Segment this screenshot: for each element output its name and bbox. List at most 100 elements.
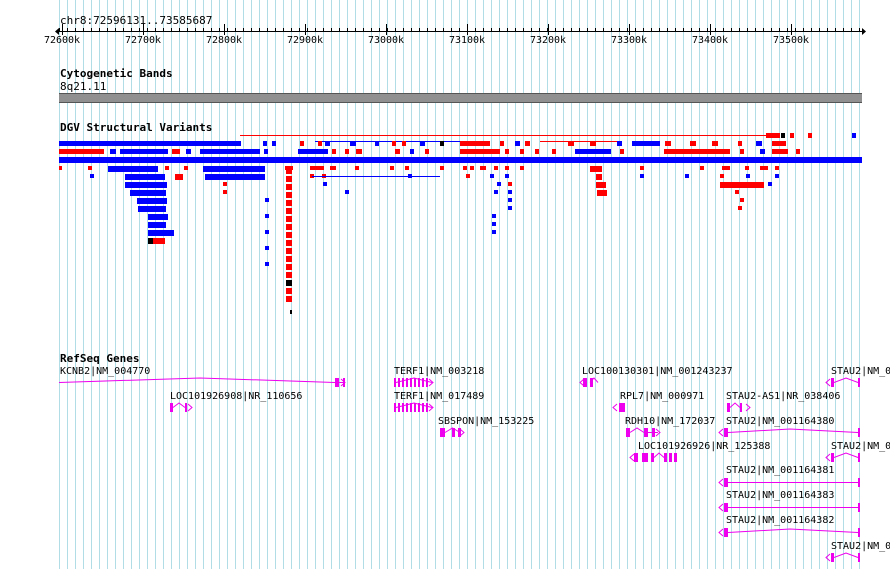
variant-feature	[525, 141, 530, 146]
variant-feature	[738, 141, 742, 146]
variant-feature	[746, 174, 750, 178]
refseq-genes-track[interactable]	[0, 364, 890, 564]
gene-label[interactable]: STAU2|NM_0	[831, 441, 890, 452]
gene-label[interactable]: TERF1|NM_017489	[394, 391, 485, 402]
variant-feature	[265, 230, 269, 234]
variant-feature	[494, 166, 498, 170]
variant-feature	[520, 166, 524, 170]
gene-exon	[740, 403, 742, 412]
gene-exon	[170, 403, 173, 412]
variant-feature	[88, 166, 92, 170]
variant-feature	[148, 222, 166, 228]
variant-feature	[620, 149, 624, 154]
variant-feature	[148, 238, 154, 244]
variant-feature	[125, 174, 165, 180]
position-ruler[interactable]	[0, 22, 890, 62]
gene-label[interactable]: LOC101926908|NR_110656	[170, 391, 303, 402]
gene-exon	[418, 378, 420, 387]
coordinates-label: chr8:72596131..73585687	[60, 14, 213, 27]
dgv-variants-track[interactable]	[0, 128, 890, 318]
variant-feature	[59, 149, 104, 154]
variant-feature	[781, 133, 785, 138]
variant-feature	[286, 232, 292, 238]
gene-label[interactable]: STAU2|NM_001164381	[726, 465, 835, 476]
variant-feature	[298, 149, 328, 154]
gene-exon	[414, 403, 416, 412]
ruler-tick-label: 73300k	[610, 35, 648, 46]
variant-feature	[852, 133, 856, 138]
track-title-cytogenetic-bands: Cytogenetic Bands	[60, 67, 173, 80]
gene-exon	[858, 528, 860, 537]
variant-feature	[490, 174, 494, 178]
gene-label[interactable]: SBSPON|NM_153225	[438, 416, 535, 427]
gene-exon	[651, 453, 654, 462]
gene-label[interactable]: STAU2|NM_0	[831, 541, 890, 552]
gene-label[interactable]: STAU2|NM_001164382	[726, 515, 835, 526]
variant-feature	[356, 149, 362, 154]
gene-label[interactable]: RDH10|NM_172037	[625, 416, 716, 427]
variant-feature	[300, 141, 304, 146]
variant-feature	[712, 141, 718, 146]
variant-feature	[720, 182, 764, 188]
variant-feature	[330, 166, 336, 170]
variant-feature	[772, 149, 788, 154]
variant-feature	[110, 149, 116, 154]
strand-right-icon	[745, 403, 751, 412]
gene-label[interactable]: TERF1|NM_003218	[394, 366, 485, 377]
gene-intron	[833, 552, 859, 558]
variant-feature	[223, 190, 227, 194]
variant-feature	[720, 174, 724, 178]
variant-feature	[392, 141, 396, 146]
gene-label[interactable]: STAU2-AS1|NR_038406	[726, 391, 841, 402]
strand-left-icon	[825, 553, 831, 562]
gene-label[interactable]: STAU2|NM_0	[831, 366, 890, 377]
variant-feature	[130, 190, 166, 196]
variant-feature	[460, 149, 500, 154]
variant-feature	[492, 214, 496, 218]
variant-feature	[90, 174, 94, 178]
gene-label[interactable]: STAU2|NM_001164383	[726, 490, 835, 501]
gene-label[interactable]: KCNB2|NM_004770	[60, 366, 151, 377]
cytoband-bar[interactable]	[59, 93, 862, 103]
variant-feature	[318, 141, 322, 146]
variant-feature	[508, 206, 512, 210]
variant-feature	[323, 182, 327, 186]
variant-feature	[700, 166, 704, 170]
variant-feature	[286, 264, 292, 270]
strand-right-icon	[428, 378, 434, 387]
variant-feature	[508, 190, 512, 194]
variant-feature	[722, 166, 730, 170]
gene-label[interactable]: STAU2|NM_001164380	[726, 416, 835, 427]
variant-feature	[350, 141, 356, 146]
variant-feature	[290, 310, 292, 314]
variant-feature	[568, 141, 574, 146]
variant-feature	[137, 198, 167, 204]
gene-exon	[398, 378, 400, 387]
gene-exon	[583, 378, 587, 387]
variant-feature	[272, 141, 276, 146]
variant-feature	[345, 190, 349, 194]
gene-label[interactable]: LOC100130301|NM_001243237	[582, 366, 733, 377]
variant-feature	[405, 166, 409, 170]
gene-exon	[634, 453, 638, 462]
variant-feature	[463, 166, 467, 170]
variant-feature	[738, 206, 742, 210]
gene-intron	[629, 427, 645, 433]
variant-feature	[775, 166, 779, 170]
variant-feature	[263, 141, 267, 146]
variant-feature	[796, 149, 800, 154]
variant-feature	[617, 141, 622, 146]
variant-feature	[286, 256, 292, 262]
strand-left-icon	[612, 403, 618, 412]
variant-feature	[596, 174, 602, 180]
variant-feature	[390, 166, 394, 170]
variant-feature	[286, 208, 292, 214]
gene-label[interactable]: LOC101926926|NR_125388	[638, 441, 771, 452]
variant-feature	[760, 166, 768, 170]
gene-exon	[727, 403, 730, 412]
gene-exon	[394, 403, 396, 412]
strand-left-icon	[825, 453, 831, 462]
variant-feature	[286, 192, 292, 198]
gene-exon	[858, 478, 860, 487]
gene-label[interactable]: RPL7|NM_000971	[620, 391, 705, 402]
